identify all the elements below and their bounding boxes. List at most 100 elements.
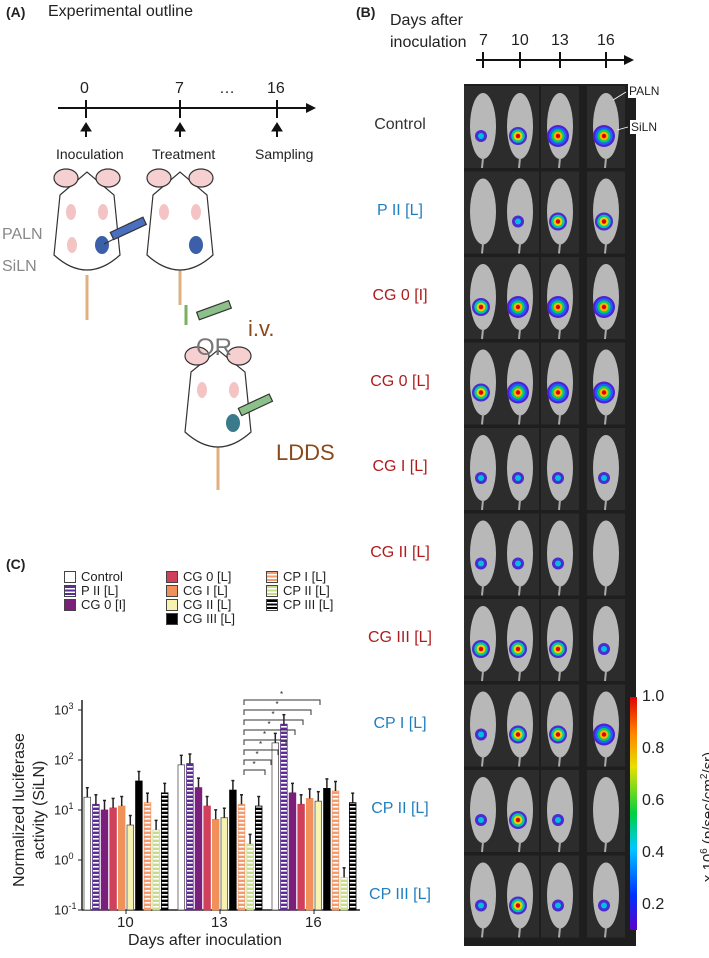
signal-spot — [515, 646, 521, 652]
significance-marker: * — [255, 750, 259, 759]
signal-spot — [515, 218, 521, 225]
signal-spot — [478, 304, 484, 310]
bar-cp-ii-l--day16 — [340, 876, 348, 911]
significance-bracket — [243, 699, 321, 705]
mouse-image — [470, 691, 496, 758]
signal-spot — [478, 902, 484, 909]
event-sampling: Sampling — [255, 146, 314, 162]
bar-cg-iii-l--day16 — [323, 788, 331, 911]
bar-cg-0-l--day13 — [203, 805, 211, 911]
colorbar-tick: 1.0 — [642, 688, 665, 705]
bar-cp-i-l--day10 — [143, 802, 152, 911]
legend-label: CG III [L] — [183, 611, 236, 626]
label-paln: PALN — [2, 226, 43, 243]
axis-title-line2: inoculation — [390, 34, 467, 51]
mouse-image — [470, 777, 496, 843]
bar-cg-0-i--day16 — [288, 792, 297, 911]
significance-marker: * — [252, 760, 256, 769]
legend-item: CG II [L] — [166, 597, 231, 612]
y-tick-exp: -1 — [68, 901, 77, 911]
signal-spot — [515, 903, 521, 908]
signal-spot — [478, 475, 484, 481]
mouse-image — [470, 93, 496, 159]
mouse-row — [464, 770, 625, 853]
mouse-row — [464, 599, 625, 682]
signal-spot — [555, 902, 561, 909]
signal-spot — [555, 817, 561, 823]
row-label-0: Control — [374, 116, 426, 133]
mouse-image — [593, 520, 619, 587]
bar-cp-iii-l--day13 — [254, 805, 263, 911]
legend-label: CG 0 [I] — [81, 597, 126, 612]
significance-marker: * — [259, 740, 263, 749]
y-tick-base: 10 — [54, 702, 69, 718]
legend-item: CG 0 [L] — [166, 569, 231, 584]
imaging-grid — [464, 86, 625, 938]
label-siln: SiLN — [2, 258, 37, 275]
mouse-row — [464, 428, 625, 511]
significance-bracket — [243, 719, 304, 725]
mouse-icon-inoculation — [53, 168, 148, 320]
event-treatment: Treatment — [152, 146, 216, 162]
significance-marker: * — [263, 730, 267, 739]
y-tick-exp: 2 — [68, 751, 74, 761]
significance-marker: * — [271, 710, 275, 719]
y-tick-label: 100 — [54, 851, 73, 867]
signal-spot — [601, 732, 607, 737]
row-label-2: CG 0 [I] — [372, 287, 428, 304]
bar-cg-ii-l--day10 — [126, 824, 134, 911]
mouse-image — [593, 435, 619, 501]
row-label-4: CG I [L] — [372, 458, 428, 475]
day-10: 10 — [511, 32, 529, 49]
significance-bracket — [243, 739, 287, 745]
or-text: OR — [196, 334, 232, 361]
row-label-8: CP II [L] — [371, 800, 429, 817]
bar-cp-ii-l--day10 — [152, 829, 160, 911]
mouse-icon-treatment — [146, 168, 233, 325]
legend-item: CP II [L] — [266, 583, 330, 598]
bar-cg-0-i--day13 — [194, 787, 203, 911]
route-ldds: LDDS — [276, 440, 335, 465]
bar-cg-0-l--day10 — [109, 807, 117, 911]
y-tick-exp: 1 — [68, 801, 74, 811]
y-tick-exp: 3 — [68, 701, 74, 711]
y-tick-base: 10 — [54, 802, 69, 818]
route-iv: i.v. — [248, 316, 275, 341]
mouse-row — [464, 257, 625, 340]
x-tick-label: 10 — [117, 914, 134, 931]
significance-marker: * — [267, 720, 271, 729]
legend-label: CG I [L] — [183, 583, 228, 598]
signal-spot — [601, 390, 607, 395]
timeline-b — [476, 52, 634, 68]
mouse-image — [547, 520, 573, 587]
bar-cg-0-l--day16 — [297, 803, 305, 911]
row-label-7: CP I [L] — [373, 714, 427, 732]
signal-spot — [515, 560, 521, 567]
annotation-siln: SiLN — [630, 120, 659, 134]
legend-swatch — [266, 584, 278, 597]
signal-spot — [555, 219, 561, 224]
legend-label: CP I [L] — [283, 569, 327, 584]
signal-spot — [515, 390, 521, 395]
bar-cp-iii-l--day10 — [160, 792, 169, 911]
significance-bracket — [243, 749, 279, 755]
signal-spot — [601, 902, 607, 909]
mouse-icon-ldds — [184, 346, 274, 490]
row-label-1: P II [L] — [377, 201, 423, 219]
signal-spot — [601, 475, 607, 481]
row-label-5: CG II [L] — [370, 543, 430, 561]
mouse-row — [464, 86, 625, 169]
x-axis-label: Days after inoculation — [128, 932, 282, 949]
x-tick-label: 13 — [211, 914, 228, 931]
y-axis-label: Normalized luciferase activity (SiLN) — [10, 720, 50, 900]
legend-item: CG III [L] — [166, 611, 235, 626]
signal-spot — [555, 133, 561, 139]
mouse-image — [470, 178, 496, 245]
bar-p-ii-l--day13 — [186, 763, 194, 911]
timeline-ellipsis: … — [219, 80, 235, 97]
bar-p-ii-l--day16 — [280, 723, 288, 911]
mouse-image — [470, 520, 496, 587]
legend-swatch — [166, 570, 178, 583]
